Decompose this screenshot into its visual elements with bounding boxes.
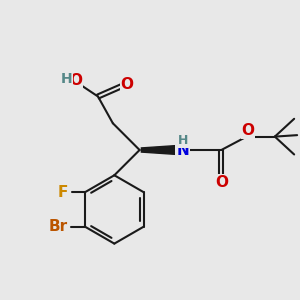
Text: H: H <box>60 72 72 86</box>
Text: O: O <box>121 77 134 92</box>
Text: Br: Br <box>48 219 68 234</box>
Text: O: O <box>69 73 82 88</box>
Text: H: H <box>178 134 188 147</box>
Polygon shape <box>141 145 181 155</box>
Text: O: O <box>215 175 228 190</box>
Text: O: O <box>242 123 255 138</box>
Text: N: N <box>176 142 189 158</box>
Text: F: F <box>57 185 68 200</box>
